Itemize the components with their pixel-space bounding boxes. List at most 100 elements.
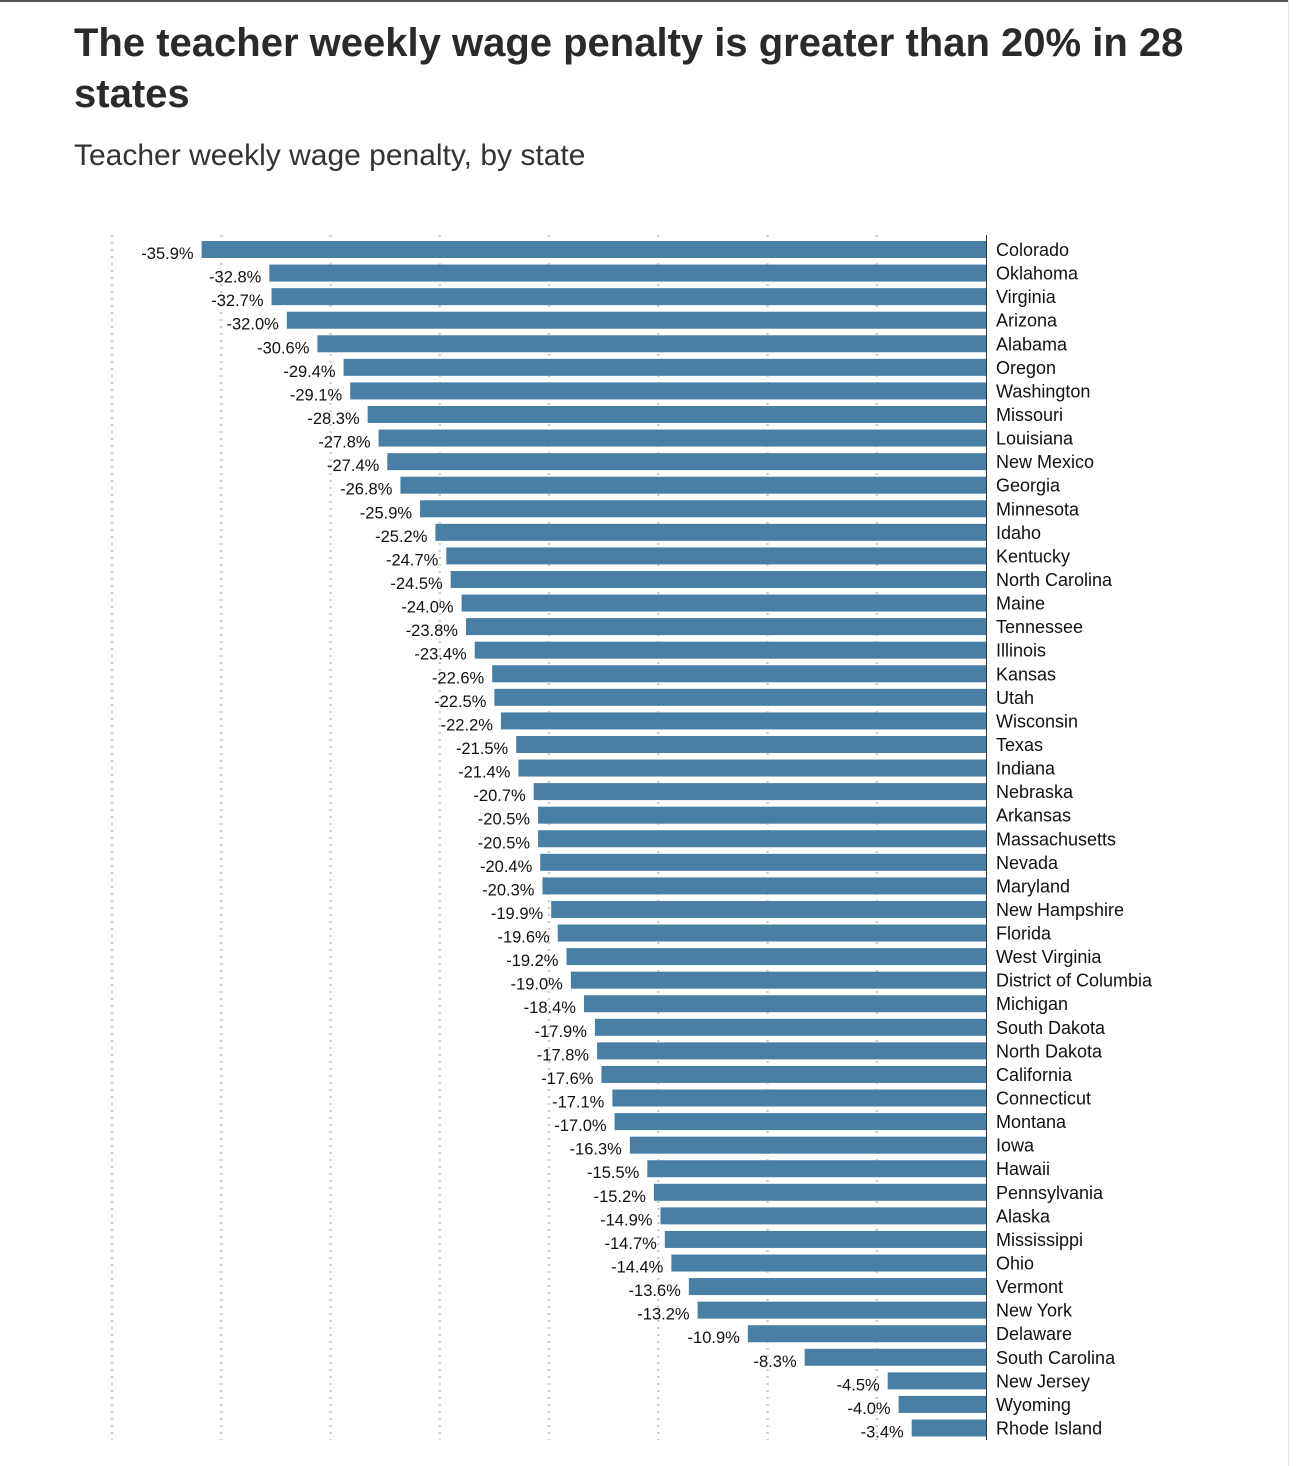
value-label: -30.6% [257, 339, 310, 357]
value-label: -19.6% [497, 929, 550, 947]
value-label: -8.3% [754, 1353, 797, 1371]
category-label: Virginia [996, 287, 1057, 307]
bar [378, 429, 986, 447]
value-label: -20.5% [478, 834, 531, 852]
category-label: Massachusetts [996, 829, 1116, 849]
category-label: Hawaii [996, 1159, 1050, 1179]
bar [271, 288, 986, 306]
category-label: Montana [996, 1112, 1067, 1132]
value-label: -22.6% [432, 669, 485, 687]
chart-subtitle: Teacher weekly wage penalty, by state [74, 139, 586, 172]
category-label: Colorado [996, 240, 1069, 260]
category-label: Nebraska [996, 782, 1074, 802]
bar [747, 1325, 986, 1343]
category-label: Indiana [996, 759, 1056, 779]
bar [465, 618, 987, 636]
category-label: Maryland [996, 876, 1070, 896]
value-labels: -35.9% -32.8% -32.7% -32.0% -30.6% -29.4% -29.… [141, 245, 904, 1442]
bar [500, 712, 986, 730]
bar [887, 1372, 986, 1390]
category-label: Nevada [996, 853, 1059, 873]
category-label: South Dakota [996, 1018, 1106, 1038]
category-label: New Mexico [996, 452, 1094, 472]
bar [594, 1018, 986, 1036]
category-label: Maine [996, 594, 1045, 614]
value-label: -32.7% [211, 292, 264, 310]
value-label: -29.1% [290, 386, 343, 404]
bar [533, 783, 986, 801]
category-label: Georgia [996, 476, 1061, 496]
value-label: -18.4% [524, 999, 577, 1017]
value-label: -16.3% [570, 1141, 623, 1159]
value-label: -26.8% [340, 481, 393, 499]
category-label: South Carolina [996, 1348, 1116, 1368]
bar [516, 735, 986, 753]
value-label: -20.7% [473, 787, 526, 805]
value-label: -35.9% [141, 245, 194, 263]
bar [201, 241, 986, 258]
category-label: Utah [996, 688, 1034, 708]
bar [597, 1042, 986, 1060]
bar [688, 1278, 986, 1296]
bar [343, 358, 986, 376]
value-label: -25.2% [375, 528, 428, 546]
bar [350, 382, 986, 400]
bar [664, 1230, 986, 1248]
category-label: Missouri [996, 405, 1063, 425]
category-label: New Jersey [996, 1371, 1090, 1391]
category-label: Idaho [996, 523, 1041, 543]
right-border [1288, 0, 1289, 1466]
category-label: Connecticut [996, 1089, 1091, 1109]
category-label: New Hampshire [996, 900, 1124, 920]
value-label: -17.6% [541, 1070, 594, 1088]
value-label: -27.4% [327, 457, 380, 475]
value-label: -17.0% [554, 1117, 607, 1135]
category-label: Delaware [996, 1324, 1072, 1344]
top-border [0, 0, 1288, 2]
category-label: Wisconsin [996, 711, 1078, 731]
category-labels: Colorado Oklahoma Virginia Arizona Alabama Or… [996, 240, 1153, 1439]
bar [804, 1348, 986, 1366]
bars [201, 241, 987, 1437]
value-label: -4.5% [837, 1376, 880, 1394]
bar [446, 547, 986, 565]
value-label: -25.9% [360, 504, 413, 522]
value-label: -24.7% [386, 551, 439, 569]
value-label: -28.3% [307, 410, 360, 428]
value-label: -17.8% [537, 1046, 590, 1064]
bar [494, 688, 986, 706]
value-label: -24.0% [401, 599, 454, 617]
bar [542, 877, 986, 895]
bar [629, 1136, 986, 1154]
bar [317, 335, 986, 353]
bar [660, 1207, 986, 1225]
category-label: Wyoming [996, 1395, 1071, 1415]
category-label: Ohio [996, 1254, 1034, 1274]
category-label: West Virginia [996, 947, 1102, 967]
bar [461, 594, 987, 612]
bar [450, 570, 986, 588]
value-label: -10.9% [688, 1329, 741, 1347]
value-label: -24.5% [390, 575, 443, 593]
category-label: District of Columbia [996, 971, 1153, 991]
category-label: Oklahoma [996, 264, 1079, 284]
category-label: Alaska [996, 1206, 1051, 1226]
bar [540, 853, 986, 871]
bar [551, 900, 986, 918]
bar [400, 476, 986, 494]
chart-title: The teacher weekly wage penalty is great… [74, 21, 1184, 116]
bar [697, 1301, 986, 1319]
bar [911, 1419, 986, 1437]
bar [269, 264, 986, 282]
value-label: -32.0% [227, 316, 280, 334]
bar [474, 641, 986, 659]
category-label: Michigan [996, 994, 1068, 1014]
bar [435, 523, 986, 541]
category-label: Iowa [996, 1136, 1035, 1156]
value-label: -20.4% [480, 858, 533, 876]
category-label: Rhode Island [996, 1419, 1102, 1439]
bar [898, 1395, 986, 1413]
category-label: Florida [996, 924, 1052, 944]
category-label: New York [996, 1301, 1073, 1321]
